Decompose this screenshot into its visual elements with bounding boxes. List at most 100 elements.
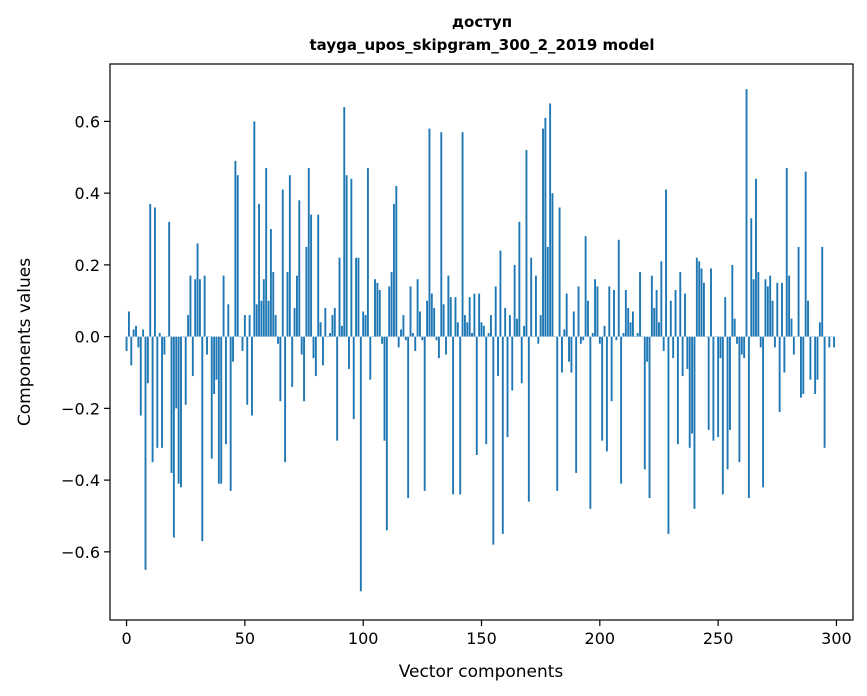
bar xyxy=(409,286,412,337)
bar xyxy=(352,336,355,420)
bar xyxy=(631,311,634,337)
bar xyxy=(445,336,447,355)
bar xyxy=(511,336,514,391)
bar xyxy=(355,257,358,337)
bar xyxy=(385,336,388,531)
bar xyxy=(570,336,573,373)
bar xyxy=(605,336,608,452)
bar xyxy=(809,336,812,380)
bar xyxy=(366,168,369,337)
bar xyxy=(693,336,696,509)
bar xyxy=(781,282,783,337)
bar xyxy=(146,336,149,384)
bar xyxy=(549,103,552,337)
bar xyxy=(556,336,559,491)
bar xyxy=(797,246,800,337)
bar xyxy=(624,289,627,337)
bar xyxy=(485,336,488,445)
bar xyxy=(215,336,218,380)
bar xyxy=(731,264,734,337)
bar xyxy=(802,336,805,395)
bar xyxy=(601,336,604,441)
bar xyxy=(127,311,130,337)
bar xyxy=(818,322,821,337)
bar xyxy=(281,189,284,337)
bar xyxy=(719,336,722,359)
bar xyxy=(225,336,227,445)
bar xyxy=(168,221,171,337)
bar xyxy=(807,300,809,337)
bar xyxy=(404,336,407,341)
bar xyxy=(393,203,395,337)
bar xyxy=(381,336,384,344)
bar xyxy=(629,322,632,337)
bar xyxy=(828,336,831,348)
bar xyxy=(648,336,651,499)
bar xyxy=(130,336,133,366)
bar xyxy=(307,168,310,337)
bar xyxy=(340,325,343,337)
bar xyxy=(196,243,199,337)
bar xyxy=(778,336,781,412)
bar xyxy=(423,336,426,491)
bar xyxy=(546,246,549,337)
bar xyxy=(755,178,757,337)
bar xyxy=(655,289,658,337)
bar xyxy=(766,286,769,337)
bar xyxy=(426,300,429,337)
bar xyxy=(305,246,308,337)
y-tick-label: −0.4 xyxy=(61,471,100,490)
bar xyxy=(411,333,414,337)
bar xyxy=(478,293,481,337)
bar xyxy=(814,336,817,395)
bar xyxy=(480,322,483,337)
bar xyxy=(158,333,161,337)
x-tick-label: 200 xyxy=(585,629,616,648)
bar xyxy=(487,333,490,337)
bar xyxy=(369,336,372,380)
bar xyxy=(286,272,289,337)
bar xyxy=(561,336,563,373)
bar xyxy=(733,318,736,337)
bar xyxy=(587,300,589,337)
bar xyxy=(700,268,703,337)
bar xyxy=(267,300,270,337)
bar xyxy=(639,272,641,337)
bar xyxy=(390,272,393,337)
bar xyxy=(565,293,568,337)
bars-group xyxy=(125,89,836,592)
y-tick-label: 0.6 xyxy=(75,112,100,131)
bar xyxy=(416,279,419,337)
bar xyxy=(695,257,698,337)
bar xyxy=(504,307,507,337)
bar xyxy=(598,336,601,344)
bar xyxy=(688,336,691,448)
bar xyxy=(717,336,720,438)
bar xyxy=(452,336,455,495)
bar xyxy=(149,203,152,337)
bar xyxy=(544,117,547,337)
x-tick-label: 50 xyxy=(235,629,255,648)
bar xyxy=(187,315,190,337)
bar xyxy=(180,336,182,488)
bar xyxy=(293,307,296,337)
bar xyxy=(471,333,473,337)
bar xyxy=(348,336,350,369)
bar xyxy=(646,336,649,362)
chart-title-line-1: доступ xyxy=(452,13,512,31)
bar xyxy=(610,336,613,402)
bar xyxy=(684,293,686,337)
bar xyxy=(322,336,324,366)
y-tick-label: −0.6 xyxy=(61,543,100,562)
bar xyxy=(198,279,201,337)
bar xyxy=(508,315,511,337)
bar xyxy=(303,336,305,402)
bar xyxy=(402,315,405,337)
bar xyxy=(667,336,670,534)
bar xyxy=(232,336,234,362)
x-tick-label: 100 xyxy=(348,629,379,648)
bar xyxy=(343,107,346,337)
bar xyxy=(530,257,533,337)
bar xyxy=(144,336,147,570)
